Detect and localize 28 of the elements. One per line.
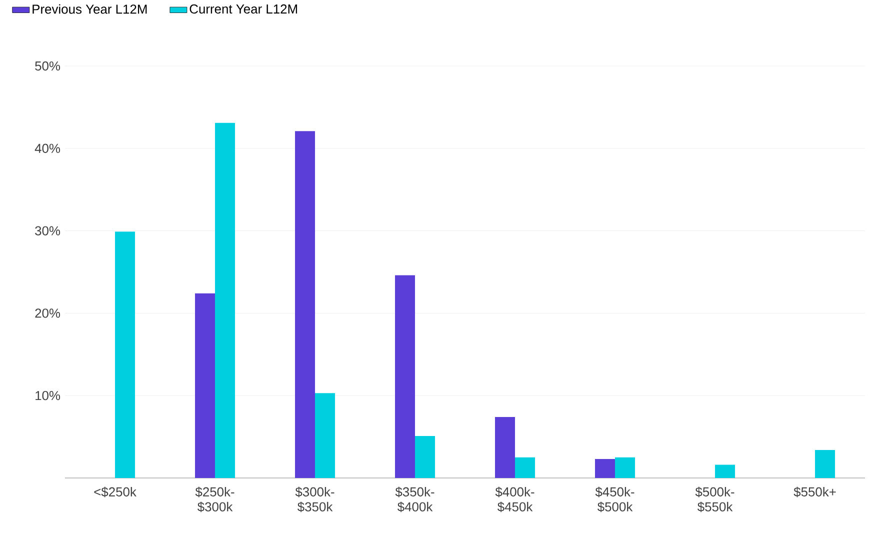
legend-label: Previous Year L12M [32, 4, 147, 14]
bar [495, 417, 516, 478]
bar [295, 131, 316, 478]
x-tick-label: $400k- $450k [495, 486, 534, 512]
bar [715, 464, 735, 478]
y-tick-label: 40% [34, 144, 60, 153]
x-tick-label: $250k- $300k [195, 486, 234, 512]
bar [115, 232, 136, 478]
y-tick-label: 30% [35, 226, 60, 236]
bar [415, 436, 436, 478]
legend-label: Current Year L12M [190, 4, 297, 14]
bar [195, 293, 216, 478]
x-tick-label: $450k- $500k [595, 486, 634, 512]
bar [615, 457, 636, 478]
y-tick-label: 20% [35, 308, 60, 318]
bar [395, 275, 416, 478]
x-tick-label: $550k+ [794, 486, 836, 498]
bar [215, 122, 236, 478]
x-tick-label: $350k- $400k [395, 486, 434, 512]
bar [815, 450, 835, 478]
bar [515, 457, 536, 478]
y-tick-label: 50% [35, 61, 60, 71]
x-tick-label: <$250k [94, 486, 136, 498]
bar [595, 459, 616, 478]
x-tick-label: $500k- $550k [695, 486, 734, 512]
bar [315, 393, 336, 478]
y-tick-label: 10% [36, 390, 60, 400]
x-tick-label: $300k- $350k [295, 486, 334, 512]
